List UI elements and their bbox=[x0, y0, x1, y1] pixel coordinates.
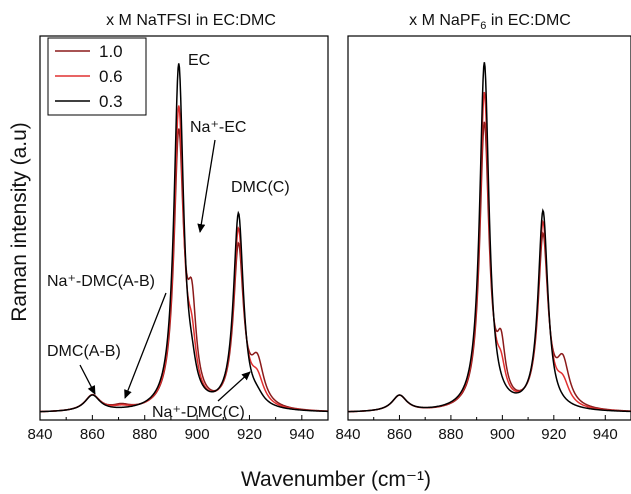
arrow-dmc-ab bbox=[79, 364, 96, 395]
annotation-na-dmc-ab: Na⁺-DMC(A-B) bbox=[47, 273, 155, 290]
x-tick-label: 860 bbox=[80, 426, 105, 443]
x-tick-label: 880 bbox=[132, 426, 157, 443]
left-panel-title: x M NaTFSI in EC:DMC bbox=[106, 12, 276, 29]
legend: 1.0 0.6 0.3 bbox=[47, 37, 147, 116]
x-tick-label: 940 bbox=[593, 426, 618, 443]
arrow-na-ec bbox=[197, 139, 216, 233]
left-panel: 840 860 880 900 920 940 bbox=[27, 35, 329, 443]
annotation-ec: EC bbox=[188, 52, 210, 69]
series-line-0.6 bbox=[347, 91, 631, 413]
x-tick-label: 860 bbox=[387, 426, 412, 443]
x-tick-label: 940 bbox=[289, 426, 314, 443]
x-tick-label: 900 bbox=[185, 426, 210, 443]
x-tick-label: 880 bbox=[438, 426, 463, 443]
series-line-0.6 bbox=[39, 105, 329, 413]
plot-frame bbox=[347, 35, 631, 421]
x-tick-label: 920 bbox=[541, 426, 566, 443]
series-line-1.0 bbox=[39, 128, 329, 413]
annotation-dmc-c: DMC(C) bbox=[231, 179, 290, 196]
left-annotations: EC Na⁺-EC DMC(C) Na⁺-DMC(A-B) DMC(A-B) N… bbox=[47, 52, 290, 421]
annotation-na-dmc-c: Na⁺-DMC(C) bbox=[152, 404, 245, 421]
x-axis-label: Wavenumber (cm⁻¹) bbox=[241, 468, 431, 491]
plot-frame bbox=[39, 35, 329, 421]
x-tick-label: 920 bbox=[237, 426, 262, 443]
annotation-dmc-ab: DMC(A-B) bbox=[47, 343, 121, 360]
arrow-na-dmc-ab bbox=[124, 292, 167, 399]
series-line-0.3 bbox=[347, 62, 631, 413]
arrow-na-dmc-c bbox=[217, 371, 251, 402]
x-tick-label: 900 bbox=[490, 426, 515, 443]
legend-label-2: 0.6 bbox=[99, 67, 123, 86]
y-axis-label: Raman intensity (a.u) bbox=[8, 122, 31, 322]
x-tick-label: 840 bbox=[27, 426, 52, 443]
annotation-na-ec: Na⁺-EC bbox=[190, 119, 246, 136]
x-tick-label: 840 bbox=[335, 426, 360, 443]
legend-label-1: 1.0 bbox=[99, 42, 123, 61]
series-line-0.3 bbox=[39, 63, 329, 413]
series-line-1.0 bbox=[347, 121, 631, 413]
right-panel: 840 860 880 900 920 940 bbox=[335, 35, 631, 443]
right-panel-title: x M NaPF6 in EC:DMC bbox=[409, 12, 571, 32]
legend-label-3: 0.3 bbox=[99, 92, 123, 111]
